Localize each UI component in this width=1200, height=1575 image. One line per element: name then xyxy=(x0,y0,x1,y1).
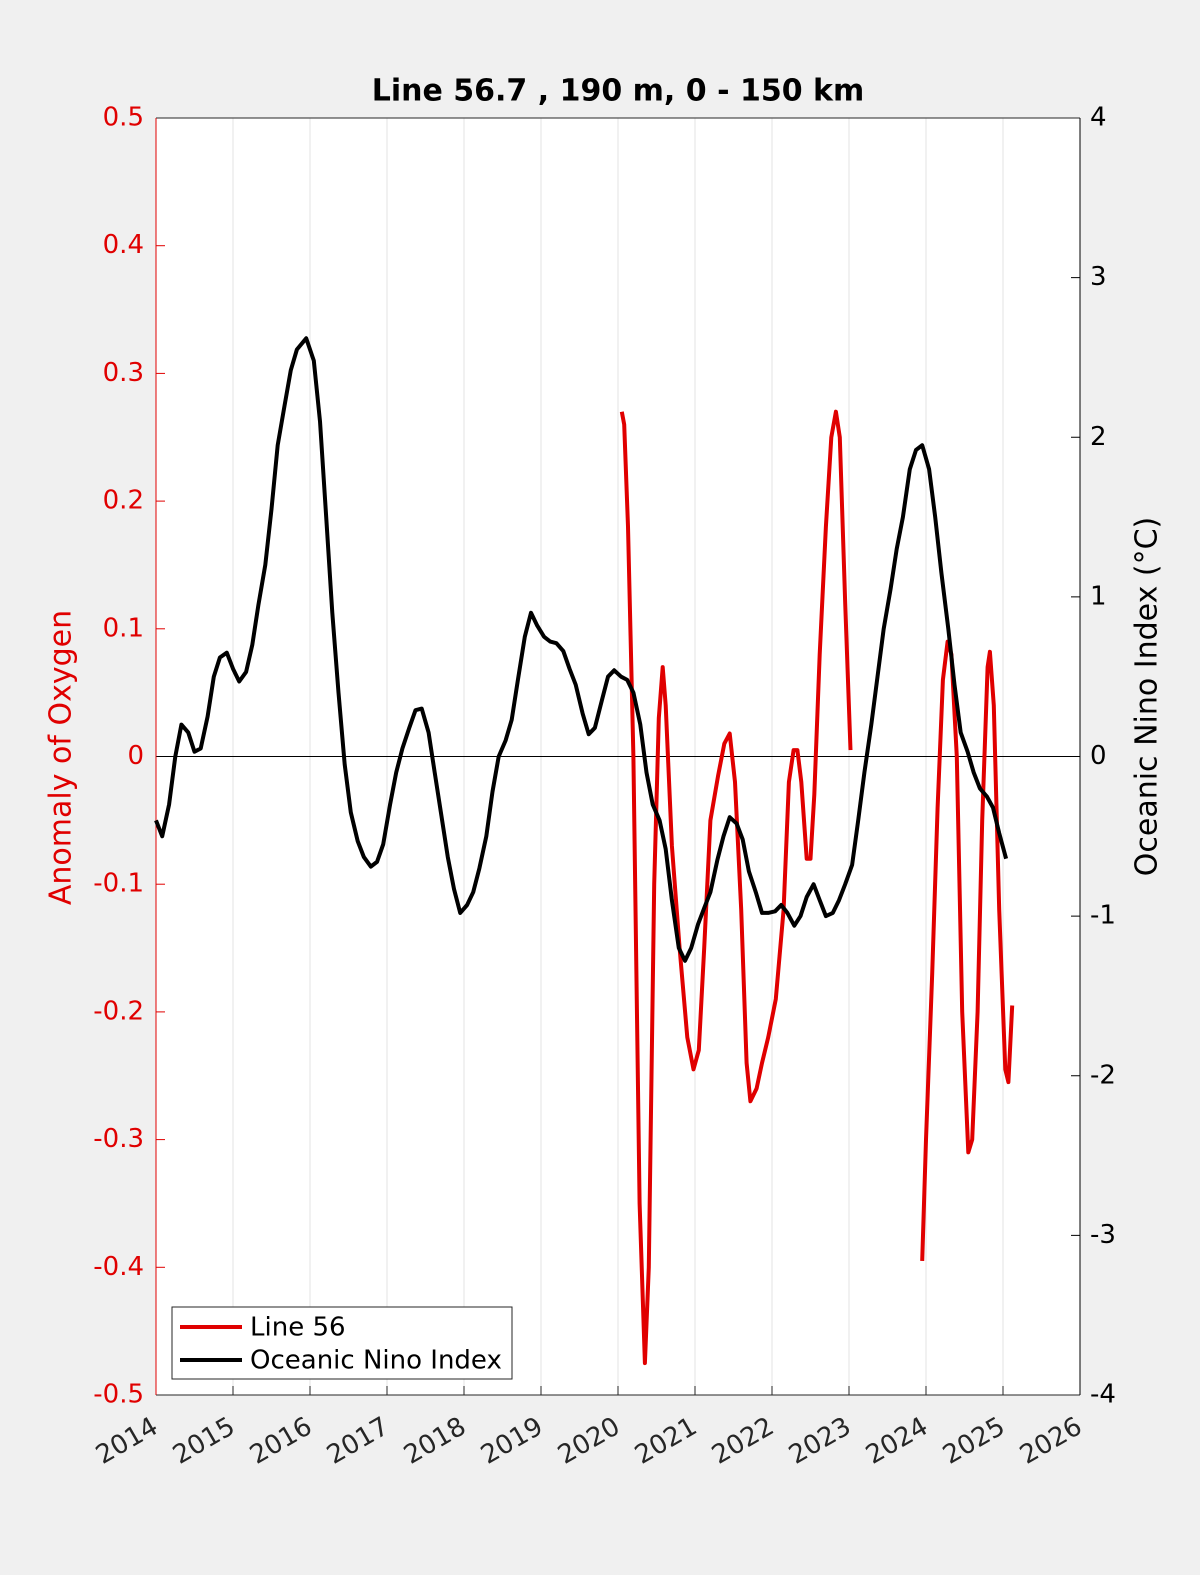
y-tick-label: -0.2 xyxy=(93,996,144,1026)
y2-tick-label: -3 xyxy=(1090,1220,1116,1250)
y2-tick-label: -2 xyxy=(1090,1060,1116,1090)
y-tick-label: 0.1 xyxy=(103,613,144,643)
y-axis-label: Anomaly of Oxygen xyxy=(44,610,79,905)
y2-tick-label: 3 xyxy=(1090,262,1107,292)
chart-title: Line 56.7 , 190 m, 0 - 150 km xyxy=(372,74,865,109)
y2-axis-label: Oceanic Nino Index (°C) xyxy=(1130,517,1165,877)
legend-label: Line 56 xyxy=(250,1313,346,1343)
y-tick-label: 0.4 xyxy=(103,230,144,260)
y2-tick-label: 0 xyxy=(1090,741,1107,771)
y2-tick-label: -1 xyxy=(1090,901,1116,931)
y-tick-label: 0 xyxy=(127,741,144,771)
line-series xyxy=(154,336,1009,963)
y-tick-label: 0.5 xyxy=(103,103,144,133)
y-tick-label: 0.3 xyxy=(103,358,144,388)
line-series xyxy=(619,409,1015,1366)
y2-tick-label: -4 xyxy=(1090,1380,1116,1410)
legend-label: Oceanic Nino Index xyxy=(250,1346,502,1376)
y-tick-label: -0.3 xyxy=(93,1124,144,1154)
y2-tick-label: 2 xyxy=(1090,422,1107,452)
legend-box xyxy=(171,1306,513,1380)
y-tick-label: -0.4 xyxy=(93,1252,144,1282)
y-tick-label: -0.1 xyxy=(93,869,144,899)
y2-tick-label: 4 xyxy=(1090,103,1107,133)
y-tick-label: 0.2 xyxy=(103,486,144,516)
y2-tick-label: 1 xyxy=(1090,581,1107,611)
y-tick-label: -0.5 xyxy=(93,1380,144,1410)
